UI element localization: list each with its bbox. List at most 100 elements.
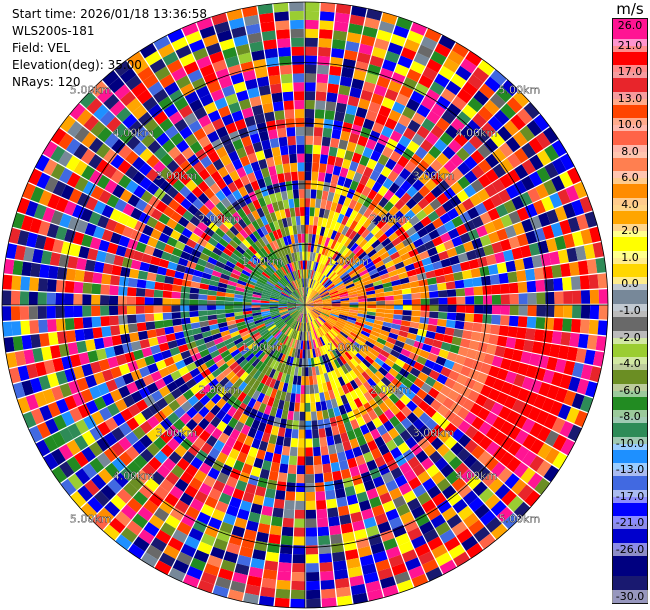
velocity-gate (225, 243, 236, 253)
velocity-gate (233, 265, 244, 273)
velocity-gate (199, 320, 210, 328)
velocity-gate (275, 270, 283, 279)
velocity-gate (349, 220, 358, 231)
velocity-gate (142, 374, 155, 386)
velocity-gate (117, 159, 132, 174)
velocity-gate (273, 260, 281, 269)
velocity-gate (421, 118, 436, 132)
velocity-gate (416, 125, 430, 139)
velocity-gate (112, 412, 126, 427)
velocity-gate (438, 250, 449, 261)
velocity-gate (279, 333, 286, 343)
velocity-gate (505, 337, 517, 349)
velocity-gate (529, 215, 542, 230)
velocity-gate (269, 378, 277, 389)
velocity-gate (399, 85, 414, 99)
velocity-gate (209, 182, 221, 195)
velocity-gate (247, 260, 257, 269)
velocity-gate (239, 229, 249, 239)
velocity-gate (216, 309, 226, 315)
velocity-gate (288, 308, 298, 314)
velocity-gate (251, 358, 261, 368)
velocity-gate (238, 52, 253, 64)
velocity-gate (207, 151, 220, 163)
velocity-gate (68, 380, 81, 395)
velocity-gate (126, 51, 144, 68)
velocity-gate (291, 292, 299, 299)
velocity-gate (236, 166, 247, 178)
velocity-gate (174, 499, 190, 514)
velocity-gate (159, 478, 174, 493)
velocity-gate (429, 253, 441, 264)
velocity-gate (226, 193, 237, 205)
velocity-gate (126, 305, 136, 315)
velocity-gate (516, 207, 530, 222)
velocity-gate (431, 471, 446, 485)
velocity-gate (329, 65, 342, 76)
velocity-gate (223, 551, 239, 564)
velocity-gate (133, 536, 150, 552)
velocity-gate (355, 235, 365, 246)
velocity-gate (276, 238, 283, 248)
velocity-gate (538, 382, 551, 397)
velocity-gate (381, 125, 394, 138)
velocity-gate (163, 356, 175, 367)
velocity-gate (589, 305, 600, 320)
velocity-gate (200, 368, 212, 379)
velocity-gate (436, 373, 448, 385)
velocity-gate (397, 247, 408, 257)
velocity-gate (302, 287, 304, 297)
velocity-gate (301, 376, 305, 386)
velocity-gate (304, 305, 305, 314)
velocity-gate (104, 179, 118, 194)
velocity-gate (190, 281, 201, 289)
velocity-gate (263, 333, 272, 341)
velocity-gate (399, 394, 411, 406)
velocity-gate (262, 314, 272, 319)
velocity-gate (249, 367, 258, 378)
velocity-gate (522, 256, 534, 270)
velocity-gate (290, 294, 298, 301)
velocity-gate (181, 279, 192, 287)
velocity-gate (291, 55, 304, 65)
velocity-gate (305, 305, 306, 314)
velocity-gate (358, 251, 368, 260)
velocity-gate (463, 220, 476, 232)
velocity-gate (335, 336, 343, 345)
velocity-gate (163, 103, 178, 118)
velocity-gate (430, 185, 443, 198)
velocity-gate (323, 372, 330, 383)
velocity-gate (317, 286, 325, 293)
velocity-gate (90, 185, 104, 200)
colorbar-tick-label: 17.0 (613, 65, 647, 79)
velocity-gate (189, 141, 203, 154)
velocity-gate (19, 291, 30, 305)
velocity-gate (311, 311, 319, 318)
velocity-gate (328, 315, 338, 322)
velocity-gate (434, 43, 451, 58)
velocity-gate (288, 272, 294, 282)
velocity-gate (327, 444, 337, 455)
velocity-gate (215, 305, 225, 310)
velocity-gate (300, 297, 305, 305)
velocity-gate (544, 447, 560, 465)
velocity-gate (224, 301, 234, 305)
velocity-gate (389, 274, 400, 282)
velocity-gate (245, 483, 257, 495)
velocity-gate (352, 355, 362, 365)
velocity-gate (313, 320, 319, 329)
velocity-gate (318, 46, 331, 57)
velocity-gate (330, 461, 341, 473)
velocity-gate (305, 19, 319, 30)
velocity-gate (426, 58, 443, 73)
velocity-gate (332, 211, 340, 222)
velocity-gate (425, 270, 436, 279)
velocity-gate (562, 277, 572, 291)
velocity-gate (352, 191, 362, 202)
velocity-gate (249, 133, 261, 144)
velocity-gate (236, 147, 247, 159)
velocity-gate (155, 132, 170, 147)
velocity-gate (305, 305, 313, 310)
velocity-gate (560, 332, 571, 346)
velocity-gate (305, 82, 316, 92)
